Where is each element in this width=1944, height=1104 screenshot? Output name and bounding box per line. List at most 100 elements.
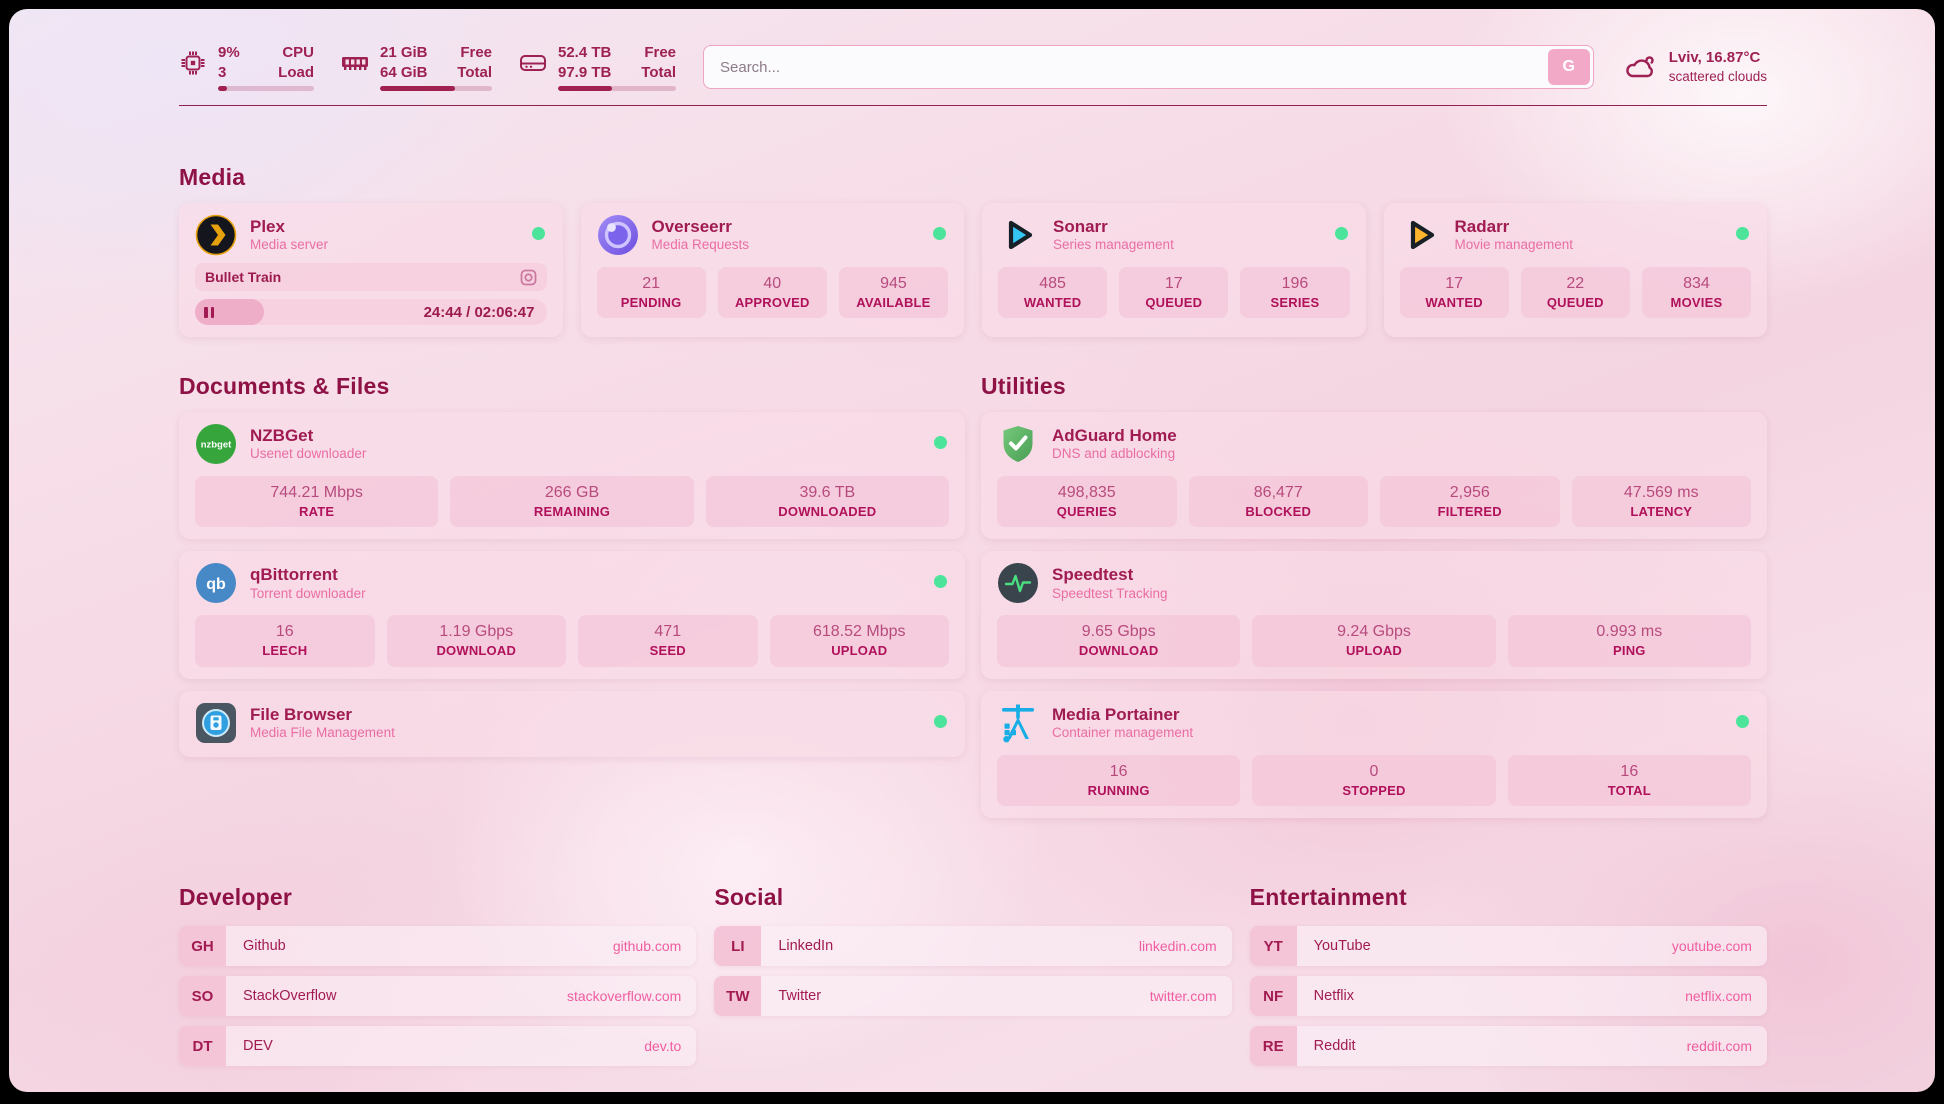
bookmark-dev[interactable]: DT DEV dev.to: [179, 1026, 697, 1067]
stat-box: 16 RUNNING: [997, 754, 1241, 807]
cpu-label-top: CPU: [282, 44, 314, 61]
memory-free: 21 GiB: [380, 44, 428, 61]
disk-widget: 52.4 TB 97.9 TB Free Total: [519, 43, 676, 91]
stat-box: 16 TOTAL: [1507, 754, 1751, 807]
app-title: Speedtest: [1052, 565, 1134, 585]
app-title: AdGuard Home: [1052, 425, 1177, 445]
app-subtitle: Media File Management: [250, 725, 395, 741]
card-portainer[interactable]: Media Portainer Container management 16 …: [981, 690, 1767, 819]
status-dot: [934, 714, 947, 728]
stat-box: 196 SERIES: [1240, 267, 1350, 319]
stat-box: 945 AVAILABLE: [838, 267, 949, 319]
card-nzbget[interactable]: nzbget NZBGet Usenet downloader 744.21 M…: [179, 412, 965, 540]
bookmark-url: youtube.com: [1671, 938, 1752, 955]
nzbget-icon: nzbget: [195, 423, 237, 465]
app-subtitle: Usenet downloader: [250, 446, 367, 462]
svg-text:qb: qb: [206, 576, 226, 593]
bookmark-url: dev.to: [644, 1038, 682, 1055]
status-dot: [1736, 227, 1749, 240]
cloud-icon: [1622, 52, 1658, 82]
filebrowser-icon: [195, 702, 237, 744]
bookmark-netflix[interactable]: NF Netflix netflix.com: [1249, 976, 1767, 1017]
documents-column: Documents & Files nzbget NZBGet U: [179, 373, 965, 818]
bookmark-github[interactable]: GH Github github.com: [179, 926, 697, 967]
playback-time: 24:44 / 02:06:47: [423, 303, 535, 321]
bookmark-badge: TW: [714, 976, 762, 1017]
stat-box: 40 APPROVED: [717, 267, 827, 319]
stat-box: 471 SEED: [578, 615, 758, 667]
bookmark-linkedin[interactable]: LI LinkedIn linkedin.com: [714, 926, 1232, 967]
now-playing-title: Bullet Train: [205, 269, 282, 285]
bookmark-reddit[interactable]: RE Reddit reddit.com: [1249, 1026, 1767, 1067]
app-subtitle: Torrent downloader: [250, 585, 366, 601]
ram-icon: [341, 49, 369, 77]
section-heading-documents: Documents & Files: [179, 373, 390, 399]
top-bar: 9% 3 CPU Load: [179, 43, 1767, 91]
bookmark-url: github.com: [612, 938, 682, 955]
stat-box: 86,477 BLOCKED: [1188, 476, 1368, 528]
memory-label-bottom: Total: [457, 63, 492, 81]
speedtest-icon: [997, 562, 1039, 604]
stat-box: 2,956 FILTERED: [1380, 476, 1560, 528]
app-subtitle: Media Requests: [651, 237, 750, 253]
app-subtitle: DNS and adblocking: [1052, 446, 1176, 462]
bookmark-name: YouTube: [1313, 938, 1371, 955]
card-adguard[interactable]: AdGuard Home DNS and adblocking 498,835 …: [981, 412, 1767, 540]
bookmark-url: linkedin.com: [1138, 938, 1217, 955]
weather-widget: Lviv, 16.87°C scattered clouds: [1622, 48, 1767, 86]
bookmark-name: Reddit: [1313, 1038, 1356, 1055]
playback-progress[interactable]: 24:44 / 02:06:47: [195, 299, 547, 325]
stat-box: 485 WANTED: [998, 267, 1108, 319]
app-title: NZBGet: [250, 425, 314, 445]
app-subtitle: Series management: [1053, 237, 1174, 253]
card-overseerr[interactable]: Overseerr Media Requests 21 PENDING 40 A…: [580, 203, 964, 337]
app-title: Radarr: [1454, 216, 1510, 236]
pause-icon: [204, 306, 214, 318]
stat-box: 17 QUEUED: [1119, 267, 1229, 319]
cpu-progress-bar: [218, 86, 314, 91]
stat-box: 9.65 Gbps DOWNLOAD: [997, 615, 1241, 667]
stat-box: 22 QUEUED: [1520, 267, 1630, 319]
plex-icon: [195, 214, 237, 256]
card-speedtest[interactable]: Speedtest Speedtest Tracking 9.65 Gbps D…: [981, 551, 1767, 679]
stat-box: 834 MOVIES: [1641, 267, 1752, 319]
stat-box: 744.21 Mbps RATE: [195, 476, 439, 528]
sonarr-icon: [998, 214, 1040, 256]
search-input[interactable]: [703, 45, 1594, 89]
card-qbittorrent[interactable]: qb qBittorrent Torrent downloader 16 LEE…: [179, 551, 965, 679]
bookmark-twitter[interactable]: TW Twitter twitter.com: [714, 976, 1232, 1017]
weather-condition: scattered clouds: [1668, 69, 1767, 85]
bookmark-url: netflix.com: [1685, 988, 1752, 1005]
app-title: qBittorrent: [250, 565, 338, 585]
search-engine-button[interactable]: G: [1547, 49, 1590, 85]
section-heading-utilities: Utilities: [981, 373, 1066, 399]
bookmark-stackoverflow[interactable]: SO StackOverflow stackoverflow.com: [179, 976, 697, 1017]
stat-box: 1.19 Gbps DOWNLOAD: [386, 615, 566, 667]
status-dot: [1334, 227, 1348, 240]
bookmark-badge: NF: [1249, 976, 1297, 1017]
developer-section: Developer GH Github github.com SO StackO…: [179, 884, 697, 1067]
card-radarr[interactable]: Radarr Movie management 17 WANTED 22 QUE…: [1383, 203, 1767, 337]
card-filebrowser[interactable]: File Browser Media File Management: [179, 690, 965, 757]
memory-progress-bar: [380, 86, 492, 91]
bookmark-url: stackoverflow.com: [566, 988, 682, 1005]
bookmark-name: StackOverflow: [243, 988, 337, 1005]
bookmark-url: reddit.com: [1686, 1038, 1752, 1055]
memory-label-top: Free: [460, 44, 492, 61]
cpu-percent: 9%: [218, 44, 240, 61]
bookmark-url: twitter.com: [1149, 988, 1217, 1005]
stat-box: 0.993 ms PING: [1507, 615, 1751, 667]
bookmark-name: Netflix: [1313, 988, 1354, 1005]
app-title: Media Portainer: [1052, 704, 1180, 724]
radarr-icon: [1400, 214, 1442, 256]
stat-box: 47.569 ms LATENCY: [1571, 476, 1751, 528]
bookmark-name: Github: [243, 938, 286, 955]
card-plex[interactable]: Plex Media server Bullet Train: [179, 203, 563, 337]
bookmark-name: Twitter: [778, 988, 822, 1005]
cpu-label-bottom: Load: [278, 63, 314, 81]
overseerr-icon: [597, 214, 639, 256]
bookmark-youtube[interactable]: YT YouTube youtube.com: [1249, 926, 1767, 967]
disk-label-bottom: Total: [641, 63, 676, 81]
section-heading-developer: Developer: [179, 884, 293, 911]
card-sonarr[interactable]: Sonarr Series management 485 WANTED 17 Q…: [982, 203, 1366, 337]
